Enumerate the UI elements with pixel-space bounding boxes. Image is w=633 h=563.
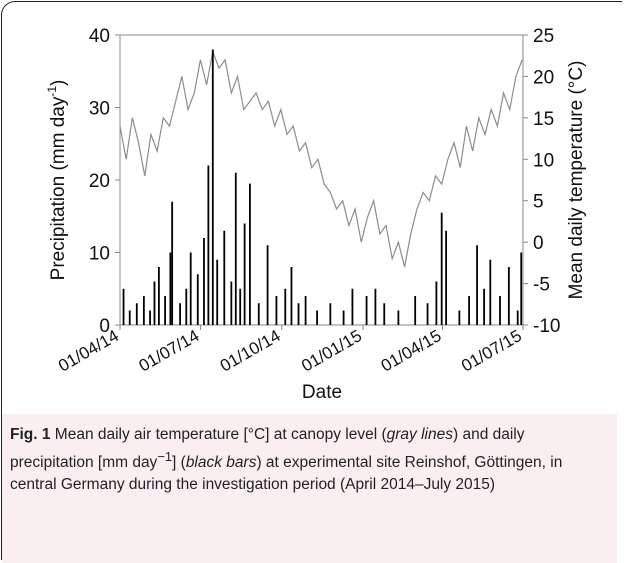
caption-text: −1 (157, 449, 173, 464)
precipitation-bar (426, 303, 429, 325)
precipitation-bar (203, 238, 205, 325)
precipitation-bar (185, 288, 188, 325)
caption-label: Fig. 1 (10, 426, 51, 443)
precipitation-bar (171, 201, 174, 325)
precipitation-bar (207, 165, 210, 325)
precipitation-bar (239, 288, 242, 325)
precipitation-bar (414, 296, 417, 325)
y2-tick-label: 0 (533, 233, 544, 254)
x-tick-label: 01/04/14 (55, 326, 122, 376)
y-axis-title: Precipitation (mm day-1) (45, 80, 69, 281)
caption-text: ) at experimental site Reinshof, Götting… (10, 454, 563, 494)
precipitation-bar (365, 296, 368, 325)
precipitation-bar (249, 183, 251, 325)
caption-text: Mean daily air temperature [°C] at canop… (50, 426, 387, 443)
y-axis-title-end: ) (48, 80, 69, 86)
precipitation-bar (329, 303, 332, 325)
precipitation-bar (435, 281, 438, 325)
y-tick-label: 0 (99, 316, 110, 337)
x-axis-title: Date (302, 382, 342, 403)
precipitation-bar (445, 230, 448, 325)
y2-tick-label: -10 (533, 316, 560, 337)
precipitation-bar (211, 49, 214, 325)
y2-tick-label: 20 (533, 67, 554, 88)
precipitation-bar (458, 310, 461, 325)
y-tick-label: 40 (89, 26, 110, 47)
precipitation-bar (476, 245, 478, 325)
y2-tick-label: 10 (533, 150, 554, 171)
precipitation-bar (122, 288, 125, 325)
precipitation-bar (243, 223, 246, 325)
precipitation-bar (397, 310, 400, 325)
precipitation-bar (223, 230, 226, 325)
precipitation-bar (297, 303, 300, 325)
precipitation-bar (342, 310, 345, 325)
x-tick-label: 01/07/14 (136, 326, 203, 376)
precipitation-bar (284, 288, 287, 325)
precipitation-bar (499, 296, 501, 325)
precipitation-bar (374, 288, 377, 325)
y2-axis-title: Mean daily temperature (°C) (566, 61, 587, 300)
precipitation-bar (316, 310, 318, 325)
precipitation-bar (216, 259, 219, 325)
precipitation-bar (275, 296, 278, 325)
precipitation-bar (135, 303, 138, 325)
chart: Date Precipitation (mm day-1) Mean daily… (45, 26, 587, 403)
y2-tick-label: 15 (533, 109, 554, 130)
temperature-line (119, 49, 523, 268)
precipitation-bar (351, 288, 354, 325)
precipitation-bar (142, 296, 145, 325)
precipitation-bar (149, 310, 151, 325)
y2-tick-label: 25 (533, 26, 554, 47)
frame (1, 1, 622, 560)
precipitation-bar (169, 252, 172, 325)
precipitation-bar (383, 303, 386, 325)
caption-text: ) and daily precipitation [mm day (10, 426, 525, 472)
x-tick-label: 01/01/15 (298, 326, 365, 376)
precipitation-bar (520, 252, 523, 325)
x-tick-label: 01/04/15 (378, 326, 445, 376)
precipitation-bar (483, 288, 486, 325)
precipitation-bar (153, 281, 156, 325)
plot-frame (119, 34, 524, 326)
x-tick-label: 01/10/14 (217, 326, 284, 376)
y-axis-title-main: Precipitation (mm day (48, 96, 69, 280)
precipitation-bar (266, 245, 269, 325)
precipitation-bar (489, 259, 492, 325)
y2-tick-label: -5 (533, 275, 550, 296)
precipitation-bar (257, 303, 260, 325)
precipitation-bar (468, 296, 470, 325)
precipitation-bar (189, 252, 192, 325)
y-tick-label: 30 (89, 99, 110, 120)
precipitation-bar (157, 267, 160, 325)
caption-text: black bars (185, 454, 257, 472)
precipitation-bar (516, 310, 519, 325)
precipitation-bar (230, 281, 233, 325)
caption-text: gray lines (386, 426, 453, 443)
precipitation-bar (164, 296, 166, 325)
precipitation-bar (234, 172, 237, 325)
caption-text: ] ( (172, 454, 186, 472)
precipitation-bar (290, 267, 293, 325)
precipitation-bar (179, 303, 181, 325)
caption: Fig. 1 Mean daily air temperature [°C] a… (2, 414, 617, 563)
y-axis-title-sup: -1 (45, 86, 59, 97)
y2-tick-label: 5 (533, 192, 544, 213)
precipitation-bar (128, 310, 131, 325)
precipitation-bar (196, 274, 199, 325)
precipitation-bar (440, 212, 443, 325)
x-tick-label: 01/07/15 (458, 326, 525, 376)
precipitation-bar (507, 267, 510, 325)
y-tick-label: 10 (89, 244, 110, 265)
y-tick-label: 20 (89, 171, 110, 192)
precipitation-bar (304, 296, 307, 325)
